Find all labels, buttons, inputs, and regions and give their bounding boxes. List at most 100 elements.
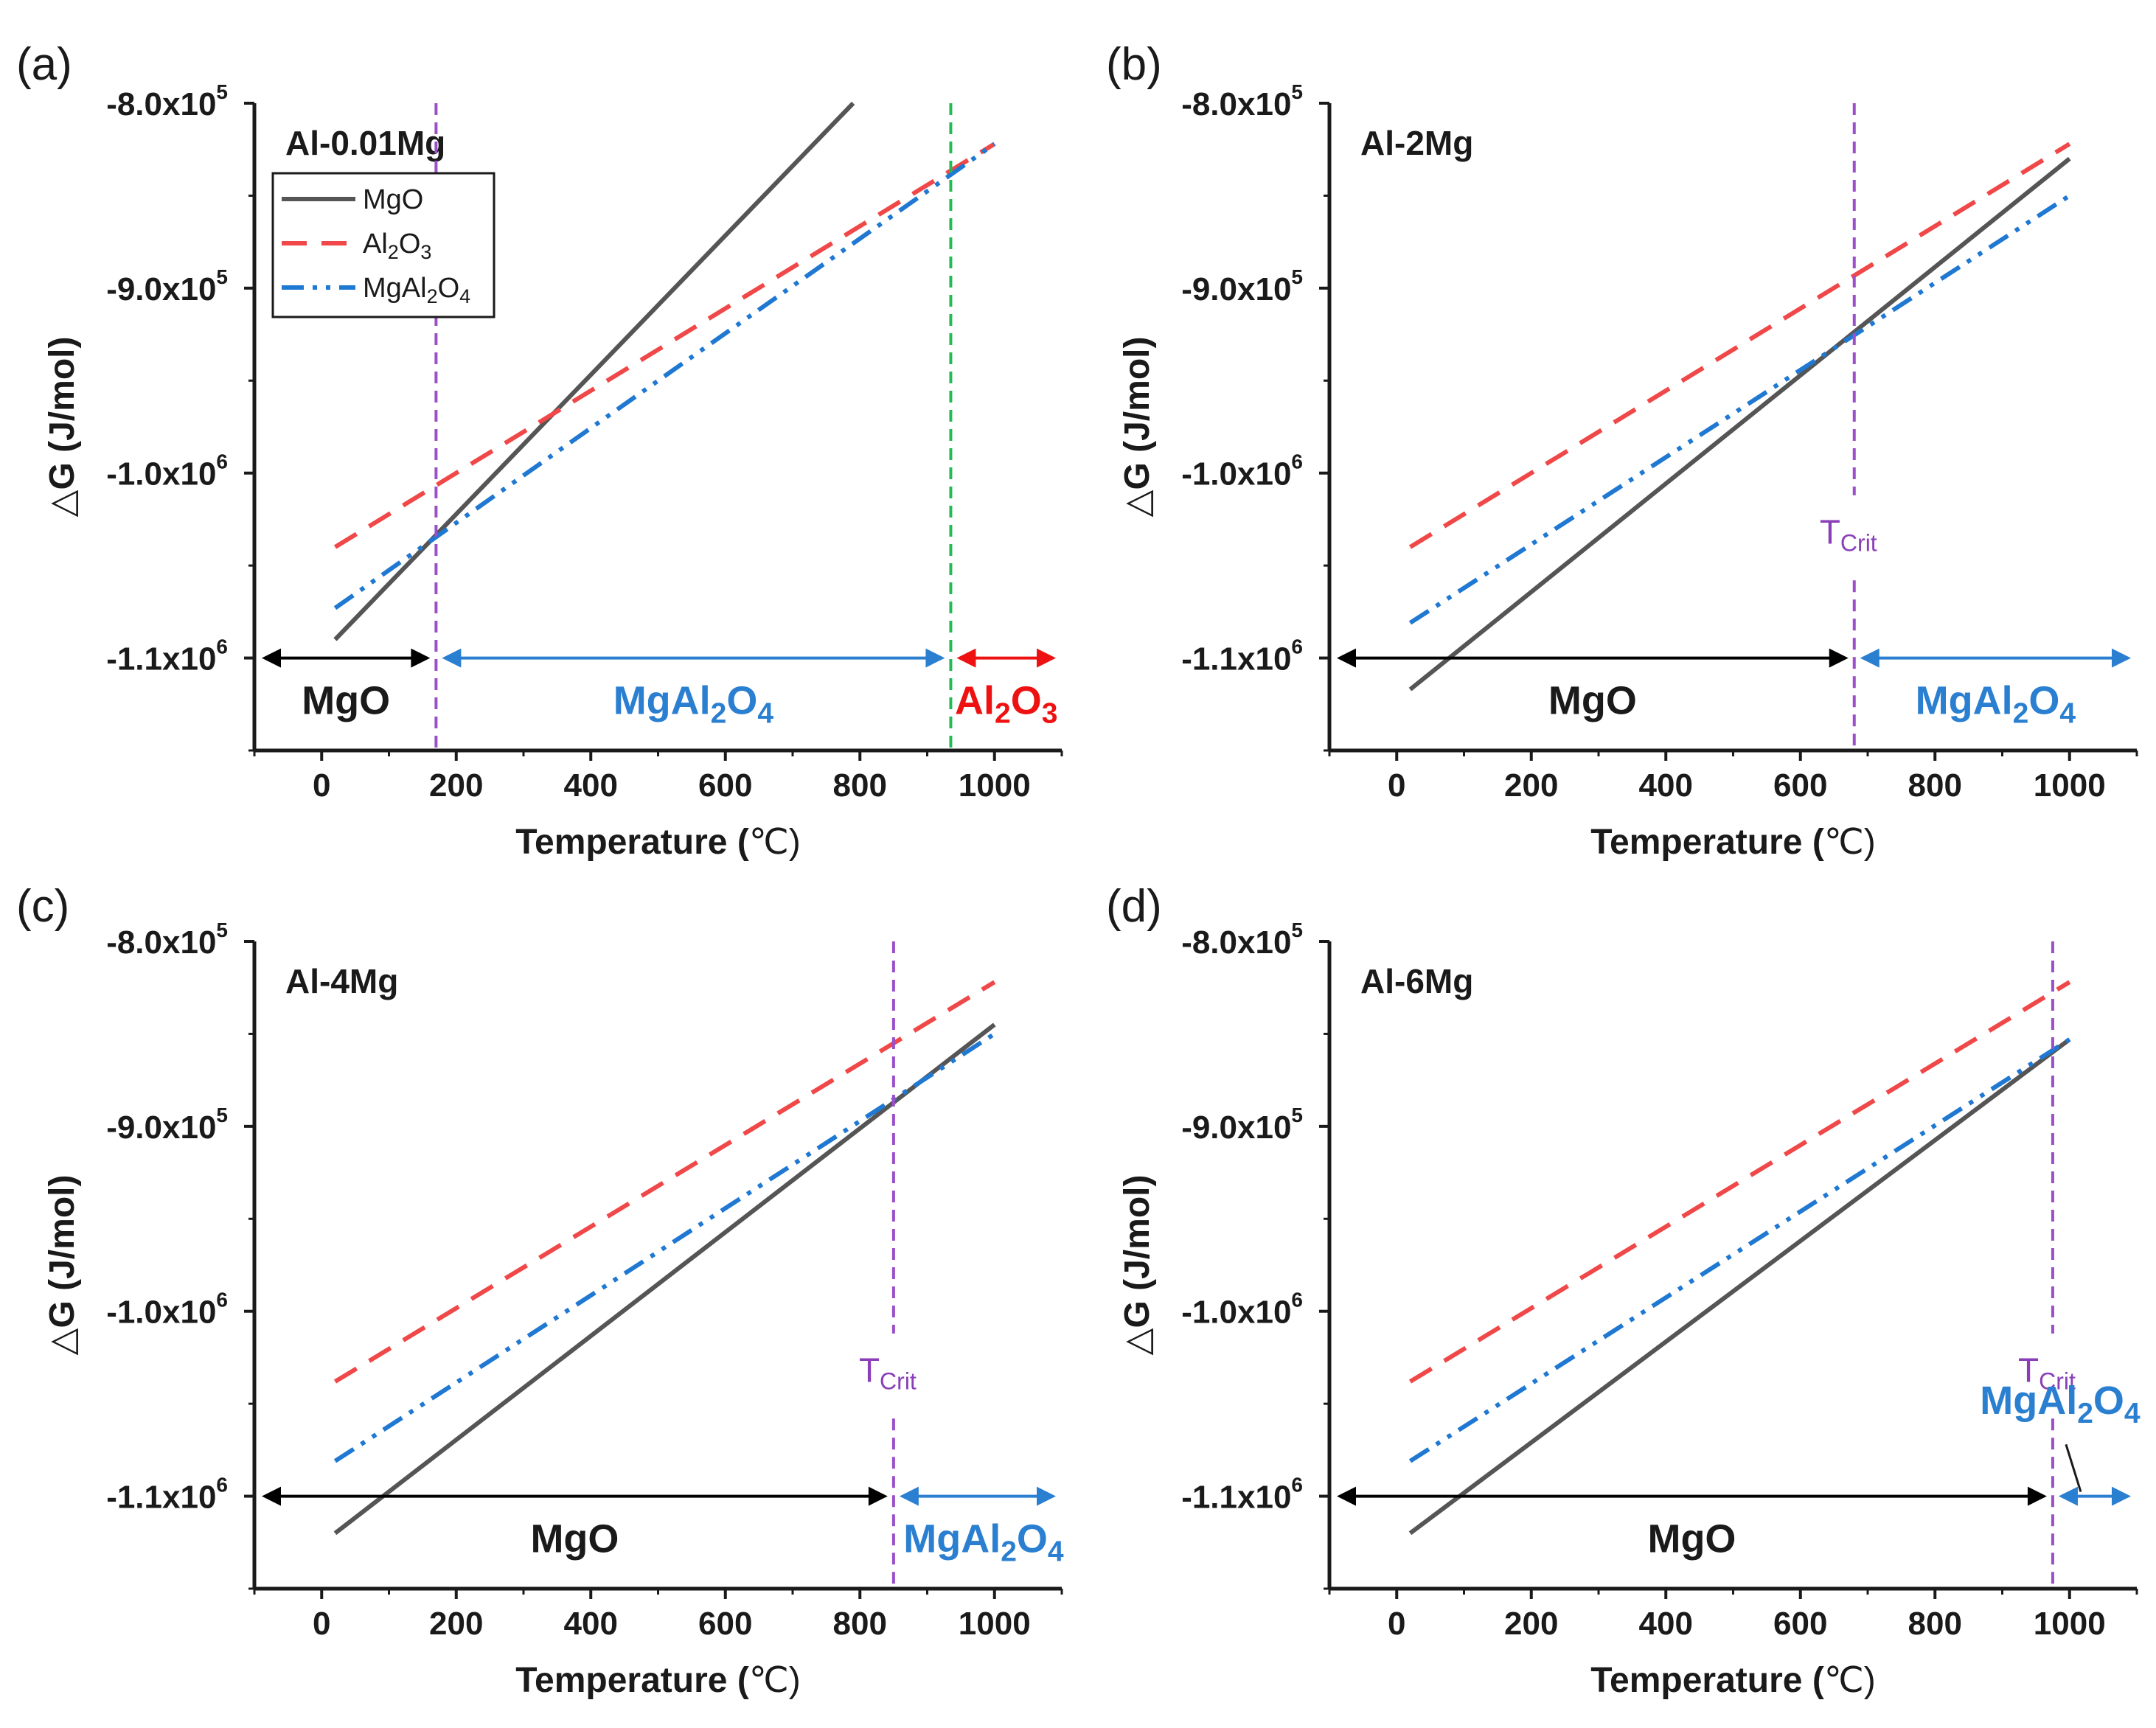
panel-c: (c) -8.0x105 -9.0x105 -1.0x106 -1.1x106 0 200 4… — [16, 881, 1064, 1700]
region-arrow-head-left — [1337, 648, 1356, 668]
y-tick-label: -1.1x106 — [106, 635, 228, 677]
region-arrow-head-right — [925, 648, 945, 668]
region-label-mgo: MgO — [302, 679, 390, 723]
y-tick-label: -9.0x105 — [1181, 1104, 1303, 1146]
region-arrow-head-left — [262, 648, 281, 668]
region-arrow-head-right — [868, 1486, 888, 1506]
panel-a: (a) -8.0x105 -9.0x105 -1.0x106 -1.1x106 0 200 4… — [16, 39, 1063, 862]
y-tick-label: -1.0x106 — [1181, 450, 1303, 492]
region-arrow-head-right — [1829, 648, 1849, 668]
series-line-mgal2o4 — [1408, 193, 2071, 625]
panel-label: (c) — [16, 881, 69, 932]
y-tick-label: -1.1x106 — [1181, 635, 1303, 677]
region-arrow-head-left — [1337, 1486, 1356, 1506]
y-tick-label: -1.0x106 — [106, 1289, 228, 1331]
y-axis-label: △G (J/mol) — [1118, 337, 1157, 518]
x-axis-label: Temperature (℃) — [1590, 823, 1875, 862]
x-tick-label: 200 — [429, 1606, 483, 1642]
x-tick-label: 800 — [1908, 1606, 1962, 1642]
y-axis-label: △G (J/mol) — [1118, 1175, 1157, 1356]
y-tick-label: -8.0x105 — [106, 919, 228, 961]
series-line-al2o3 — [333, 142, 996, 549]
region-label-mgal2o4: MgAl2O4 — [613, 679, 774, 730]
legend-label-al2o3: Al2O3 — [363, 229, 431, 263]
x-tick-label: 400 — [1639, 1606, 1693, 1642]
series-line-al2o3 — [1408, 980, 2071, 1384]
legend-label-mgal2o4: MgAl2O4 — [363, 273, 470, 307]
x-tick-label: 1000 — [2034, 767, 2106, 804]
x-tick-label: 600 — [1773, 1606, 1827, 1642]
y-tick-label: -8.0x105 — [106, 80, 228, 122]
region-label-mgo: MgO — [530, 1517, 619, 1561]
x-tick-label: 600 — [1773, 767, 1827, 804]
x-axis-label: Temperature (℃) — [1590, 1661, 1875, 1700]
series-line-al2o3 — [333, 980, 996, 1384]
y-tick-label: -9.0x105 — [1181, 265, 1303, 307]
x-tick-label: 200 — [429, 767, 483, 804]
x-tick-label: 0 — [313, 1606, 330, 1642]
x-tick-label: 0 — [1388, 1606, 1405, 1642]
y-tick-label: -8.0x105 — [1181, 80, 1303, 122]
x-tick-label: 800 — [833, 1606, 887, 1642]
region-label-mgo: MgO — [1548, 679, 1637, 723]
x-tick-label: 800 — [1908, 767, 1962, 804]
tcrit-label: TCrit — [859, 1351, 917, 1395]
region-arrow-head-left — [2058, 1486, 2078, 1506]
region-label-mgo: MgO — [1647, 1517, 1736, 1561]
y-tick-label: -1.0x106 — [106, 450, 228, 492]
x-axis-label: Temperature (℃) — [515, 823, 800, 862]
x-tick-label: 0 — [1388, 767, 1405, 804]
y-axis-label: △G (J/mol) — [43, 1175, 82, 1356]
series-line-mgo — [1408, 1037, 2071, 1536]
region-arrow-head-left — [442, 648, 462, 668]
x-tick-label: 400 — [564, 767, 618, 804]
legend-label-mgo: MgO — [363, 184, 423, 215]
region-label-mgal2o4: MgAl2O4 — [1916, 679, 2076, 730]
region-arrow-head-left — [1860, 648, 1879, 668]
x-axis-label: Temperature (℃) — [515, 1661, 800, 1700]
tcrit-label: TCrit — [2018, 1351, 2076, 1395]
y-tick-label: -8.0x105 — [1181, 919, 1303, 961]
x-tick-label: 400 — [564, 1606, 618, 1642]
panel-d: (d) -8.0x105 -9.0x105 -1.0x106 -1.1x106 0 200 4… — [1106, 881, 2141, 1700]
series-line-mgal2o4 — [333, 142, 996, 610]
series-line-mgo — [333, 1022, 996, 1536]
region-arrow-head-right — [2112, 1486, 2131, 1506]
region-label-mgal2o4: MgAl2O4 — [903, 1517, 1064, 1568]
region-label-mgal2o4: MgAl2O4 — [1980, 1379, 2141, 1429]
tcrit-label: TCrit — [1820, 513, 1877, 557]
x-tick-label: 200 — [1504, 767, 1558, 804]
panel-b: (b) -8.0x105 -9.0x105 -1.0x106 -1.1x106 0 200 4… — [1106, 39, 2138, 862]
region-leader-line — [2065, 1443, 2082, 1493]
region-arrow-head-right — [1037, 1486, 1056, 1506]
alloy-title: Al-0.01Mg — [285, 124, 445, 162]
series-line-mgo — [333, 101, 855, 641]
series-line-mgal2o4 — [333, 1031, 996, 1463]
x-tick-label: 600 — [698, 767, 752, 804]
x-tick-label: 800 — [833, 767, 887, 804]
panel-label: (b) — [1106, 39, 1162, 90]
panel-label: (d) — [1106, 881, 1162, 932]
alloy-title: Al-4Mg — [285, 962, 398, 1000]
region-arrow-head-left — [956, 648, 976, 668]
x-tick-label: 400 — [1639, 767, 1693, 804]
x-tick-label: 0 — [313, 767, 330, 804]
panel-label: (a) — [16, 39, 72, 90]
x-tick-label: 1000 — [2034, 1606, 2106, 1642]
x-tick-label: 600 — [698, 1606, 752, 1642]
region-label-al2o3: Al2O3 — [955, 679, 1057, 730]
x-tick-label: 1000 — [959, 767, 1031, 804]
y-tick-label: -1.1x106 — [1181, 1474, 1303, 1516]
x-tick-label: 1000 — [959, 1606, 1031, 1642]
y-tick-label: -9.0x105 — [106, 265, 228, 307]
region-arrow-head-right — [2112, 648, 2131, 668]
series-line-mgo — [1408, 156, 2071, 691]
region-arrow-head-left — [899, 1486, 919, 1506]
y-tick-label: -9.0x105 — [106, 1104, 228, 1146]
alloy-title: Al-6Mg — [1360, 962, 1473, 1000]
series-line-mgal2o4 — [1408, 1037, 2071, 1463]
series-line-al2o3 — [1408, 142, 2071, 549]
alloy-title: Al-2Mg — [1360, 124, 1473, 162]
region-arrow-head-right — [411, 648, 431, 668]
